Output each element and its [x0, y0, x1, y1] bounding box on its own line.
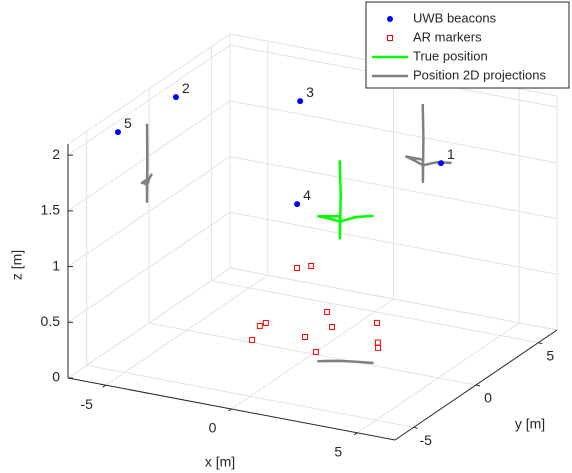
grid-line: [67, 211, 231, 323]
y-tick-label: 5: [546, 347, 554, 363]
marker-point: [302, 333, 309, 340]
point-label: 4: [303, 187, 311, 203]
marker-point: [312, 348, 319, 355]
x-tick: [102, 384, 107, 388]
grid-line: [229, 156, 558, 220]
marker-point: [375, 344, 382, 351]
point-label: 3: [306, 84, 314, 100]
marker-point: [374, 339, 381, 346]
x-tick-label: -5: [81, 396, 94, 412]
legend-label: Position 2D projections: [413, 67, 546, 82]
marker-point: [249, 336, 256, 343]
z-tick-label: 0.5: [41, 313, 61, 329]
grid-line: [211, 280, 539, 344]
grid-line: [86, 364, 414, 428]
y-tick: [413, 426, 418, 429]
point-label: 1: [447, 146, 455, 162]
grid-line: [67, 267, 231, 379]
grid-line: [229, 100, 558, 164]
legend-symbol: [387, 16, 393, 22]
y-tick: [475, 384, 481, 387]
beacon-point: [172, 94, 179, 101]
legend-symbol: [387, 35, 393, 41]
marker-point: [256, 322, 263, 329]
marker-point: [293, 264, 300, 271]
grid-line: [67, 44, 231, 156]
y-axis-label: y [m]: [515, 416, 545, 432]
legend-box: [365, 1, 570, 89]
z-axis-label: z [m]: [9, 250, 25, 280]
projection-path: [140, 103, 452, 365]
legend-label: AR markers: [413, 29, 482, 44]
grid-line: [229, 267, 558, 331]
point-label: 2: [182, 80, 190, 96]
point-label: 5: [124, 115, 132, 131]
beacon-point: [297, 98, 304, 105]
marker-point: [324, 308, 331, 315]
x-axis-label: x [m]: [205, 454, 235, 470]
x-tick-label: 0: [209, 420, 217, 436]
marker-point: [373, 319, 380, 326]
marker-point: [262, 319, 269, 326]
y-tick-label: -5: [419, 432, 432, 448]
beacon-point: [294, 201, 301, 208]
grid-line: [67, 100, 231, 212]
marker-point: [329, 323, 336, 330]
z-tick-label: 0: [52, 369, 60, 385]
legend-label: True position: [413, 48, 488, 63]
x-tick: [228, 408, 232, 412]
marker-point: [308, 263, 315, 270]
y-tick: [538, 342, 543, 345]
grid-line: [67, 156, 231, 267]
y-tick-label: 0: [484, 390, 492, 406]
x-tick-label: 5: [334, 444, 342, 460]
z-tick-label: 1.5: [41, 202, 61, 218]
x-tick: [353, 432, 358, 436]
beacon-point: [114, 129, 121, 136]
grid-line: [229, 211, 558, 275]
z-tick-label: 2: [52, 146, 60, 162]
z-tick-label: 1: [52, 257, 60, 273]
true-path: [317, 160, 374, 240]
beacon-point: [437, 160, 444, 167]
legend-label: UWB beacons: [413, 10, 497, 25]
grid-line: [148, 322, 477, 386]
